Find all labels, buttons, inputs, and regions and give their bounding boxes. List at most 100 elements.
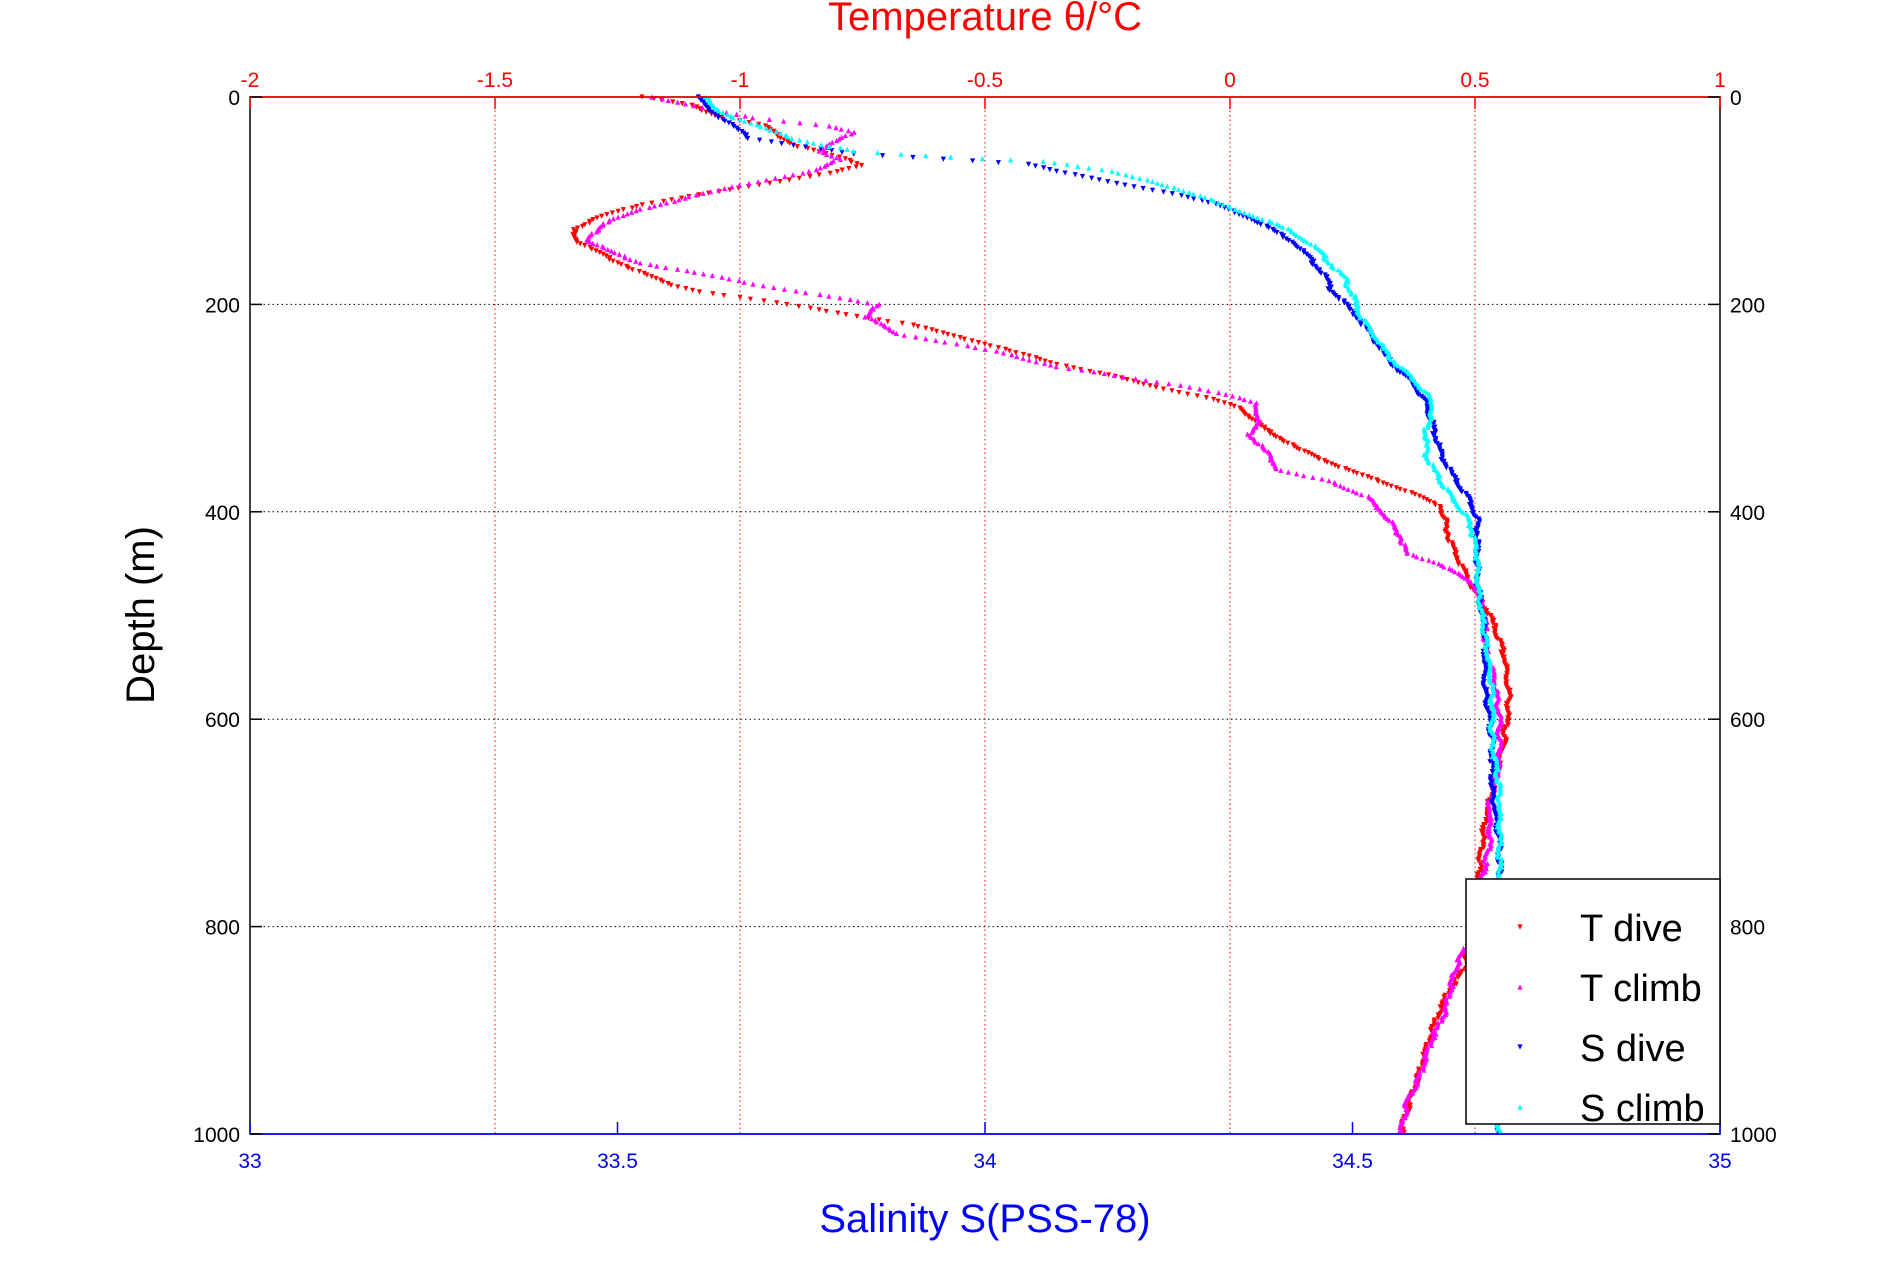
data-point — [834, 137, 840, 144]
data-point — [603, 253, 609, 259]
data-point — [1384, 482, 1390, 488]
y-left-tick-label: 200 — [205, 294, 240, 317]
data-point — [758, 123, 764, 129]
data-point — [846, 165, 852, 172]
data-point — [1478, 868, 1484, 874]
data-point — [1147, 383, 1153, 389]
data-point — [716, 108, 722, 114]
data-point — [1109, 168, 1115, 174]
data-point — [1237, 395, 1243, 401]
data-point — [653, 275, 659, 282]
data-point — [1259, 216, 1265, 222]
data-point — [901, 332, 907, 338]
data-point — [813, 166, 820, 173]
data-point — [590, 217, 596, 223]
data-point — [684, 268, 690, 274]
legend-marker — [1517, 984, 1523, 990]
data-point — [933, 337, 939, 343]
data-point — [618, 262, 624, 268]
data-point — [982, 341, 988, 347]
data-point — [1441, 515, 1447, 521]
data-point — [1185, 391, 1191, 397]
data-point — [1237, 208, 1243, 214]
legend-label: S climb — [1580, 1088, 1705, 1130]
data-point — [1205, 388, 1211, 394]
data-point — [839, 149, 845, 155]
data-point — [1433, 429, 1439, 435]
data-point — [1160, 189, 1167, 195]
data-point — [768, 139, 775, 145]
data-point — [854, 313, 860, 320]
data-point — [1124, 376, 1130, 383]
data-point — [1064, 162, 1070, 168]
data-point — [816, 307, 822, 313]
data-point — [810, 140, 817, 146]
y-right-tick-label: 1000 — [1730, 1124, 1777, 1147]
data-point — [1369, 332, 1375, 339]
data-point — [800, 170, 806, 176]
data-point — [789, 135, 795, 142]
data-point — [1208, 196, 1214, 202]
data-point — [1166, 381, 1172, 387]
data-point — [1054, 361, 1060, 368]
data-point — [1140, 186, 1146, 192]
data-point — [750, 115, 756, 121]
legend-marker — [1517, 1104, 1523, 1110]
data-point — [1086, 165, 1092, 171]
data-point — [1280, 234, 1286, 240]
data-point — [796, 137, 803, 143]
data-point — [1169, 388, 1175, 394]
data-point — [705, 97, 711, 104]
data-point — [1241, 396, 1247, 403]
data-point — [1455, 561, 1462, 568]
data-point — [1178, 192, 1185, 199]
data-point — [1154, 180, 1160, 186]
x-top-tick-label: -0.5 — [967, 69, 1003, 92]
data-point — [1481, 845, 1487, 851]
data-point — [1452, 569, 1458, 575]
data-point — [675, 99, 681, 105]
data-point — [1353, 490, 1360, 496]
data-point — [712, 104, 718, 110]
data-point — [1135, 380, 1141, 386]
data-point — [1375, 478, 1381, 485]
data-point — [726, 120, 732, 126]
data-point — [1216, 389, 1222, 396]
data-point — [1368, 475, 1374, 481]
data-point — [1420, 1054, 1427, 1060]
data-point — [1301, 237, 1307, 244]
data-point — [1293, 232, 1299, 238]
data-point — [1149, 178, 1156, 185]
data-point — [816, 172, 822, 178]
data-point — [1071, 365, 1077, 371]
data-point — [982, 346, 988, 352]
data-point — [1430, 559, 1437, 565]
data-point — [1304, 239, 1310, 245]
data-point — [845, 128, 852, 134]
data-point — [1301, 448, 1308, 454]
data-point — [1032, 163, 1039, 169]
data-point — [837, 156, 843, 162]
data-point — [1309, 262, 1316, 268]
series-s-climb — [703, 94, 1505, 1135]
data-point — [1249, 416, 1255, 422]
data-point — [1482, 869, 1488, 875]
data-point — [1247, 398, 1254, 404]
data-point — [835, 310, 841, 316]
data-point — [1159, 182, 1165, 188]
data-point — [1053, 364, 1059, 370]
data-point — [665, 97, 671, 104]
data-point — [826, 123, 832, 129]
data-point — [786, 177, 792, 183]
data-point — [929, 327, 935, 333]
data-point — [1171, 185, 1177, 191]
data-point — [665, 281, 671, 287]
data-point — [1485, 611, 1491, 617]
data-point — [782, 173, 788, 180]
data-point — [651, 203, 658, 209]
data-point — [833, 154, 840, 161]
data-point — [818, 146, 824, 152]
data-point — [570, 227, 577, 233]
chart-title: Temperature θ/°C — [828, 0, 1142, 39]
